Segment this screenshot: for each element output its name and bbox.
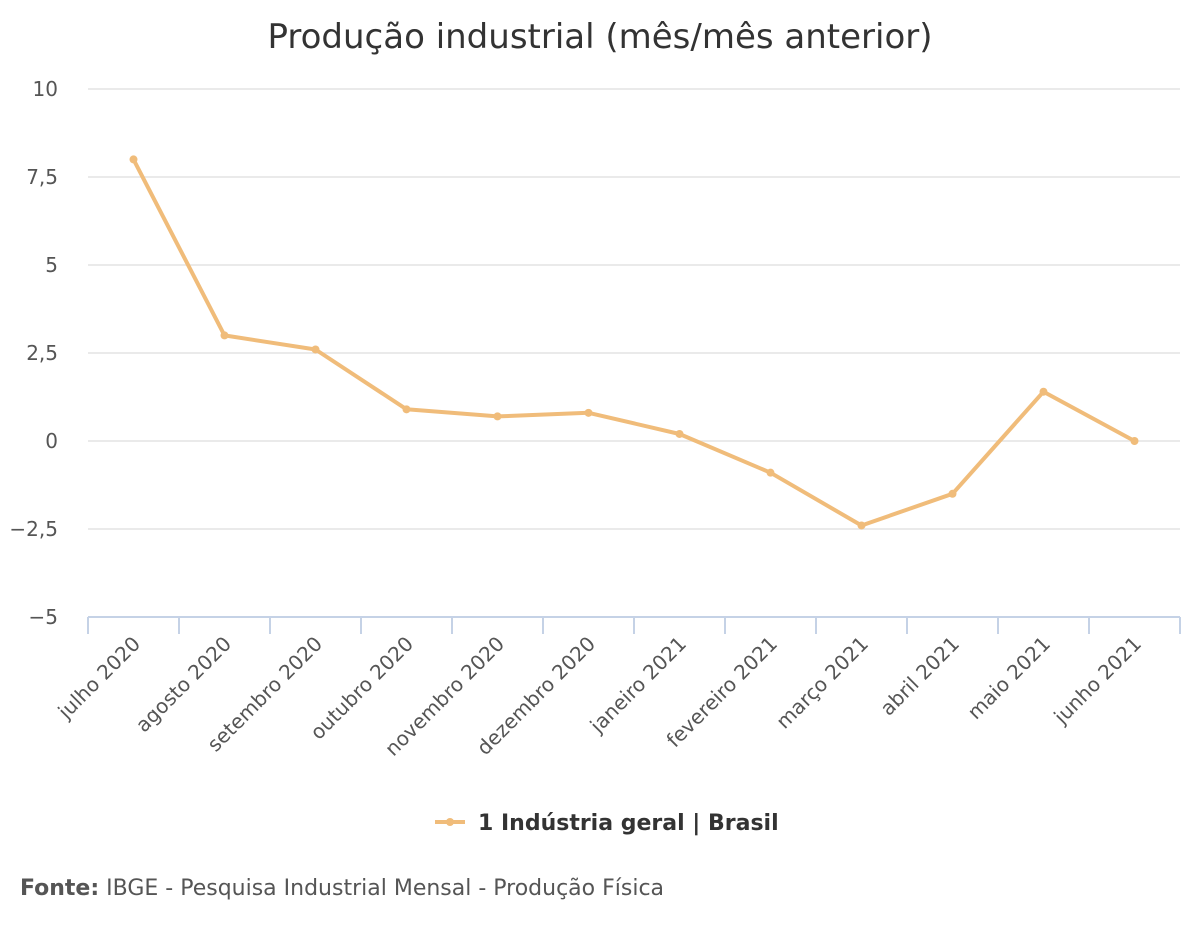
y-tick-label: 7,5 — [26, 165, 58, 189]
source-label: Fonte: — [20, 876, 100, 901]
data-point[interactable] — [675, 429, 684, 438]
x-tick-label: abril 2021 — [875, 632, 964, 721]
data-point[interactable] — [1039, 387, 1048, 396]
x-tick-label: março 2021 — [771, 632, 873, 734]
series-line — [131, 157, 1137, 528]
data-point[interactable] — [402, 405, 411, 414]
legend-point-marker — [446, 818, 454, 826]
data-point[interactable] — [948, 489, 957, 498]
data-point[interactable] — [311, 345, 320, 354]
data-point[interactable] — [129, 155, 138, 164]
legend-label[interactable]: 1 Indústria geral | Brasil — [478, 811, 779, 836]
chart-title: Produção industrial (mês/mês anterior) — [267, 17, 932, 57]
y-tick-label: 10 — [33, 77, 58, 101]
y-axis-labels: 10 7,5 5 2,5 0 −2,5 −5 — [9, 77, 58, 629]
data-point[interactable] — [220, 331, 229, 340]
x-tick-label: julho 2020 — [52, 632, 145, 725]
series-industria-geral — [129, 155, 1139, 530]
data-point[interactable] — [857, 521, 866, 530]
x-tick-label: maio 2021 — [963, 632, 1055, 724]
data-point[interactable] — [584, 408, 593, 417]
x-axis — [87, 616, 1181, 634]
y-tick-label: −2,5 — [9, 517, 58, 541]
chart-canvas: Produção industrial (mês/mês anterior) 1… — [9, 17, 1181, 836]
data-point[interactable] — [493, 412, 502, 421]
source-text: IBGE - Pesquisa Industrial Mensal - Prod… — [106, 876, 665, 901]
data-point[interactable] — [766, 468, 775, 477]
grid-lines — [88, 88, 1180, 530]
x-tick-label: junho 2021 — [1048, 632, 1146, 730]
data-point[interactable] — [1130, 437, 1139, 445]
y-tick-label: 2,5 — [26, 341, 58, 365]
y-tick-label: 0 — [45, 429, 58, 453]
y-tick-label: 5 — [45, 253, 58, 277]
y-tick-label: −5 — [29, 605, 58, 629]
source-note: Fonte: IBGE - Pesquisa Industrial Mensal… — [20, 876, 664, 901]
legend[interactable]: 1 Indústria geral | Brasil — [435, 811, 779, 836]
